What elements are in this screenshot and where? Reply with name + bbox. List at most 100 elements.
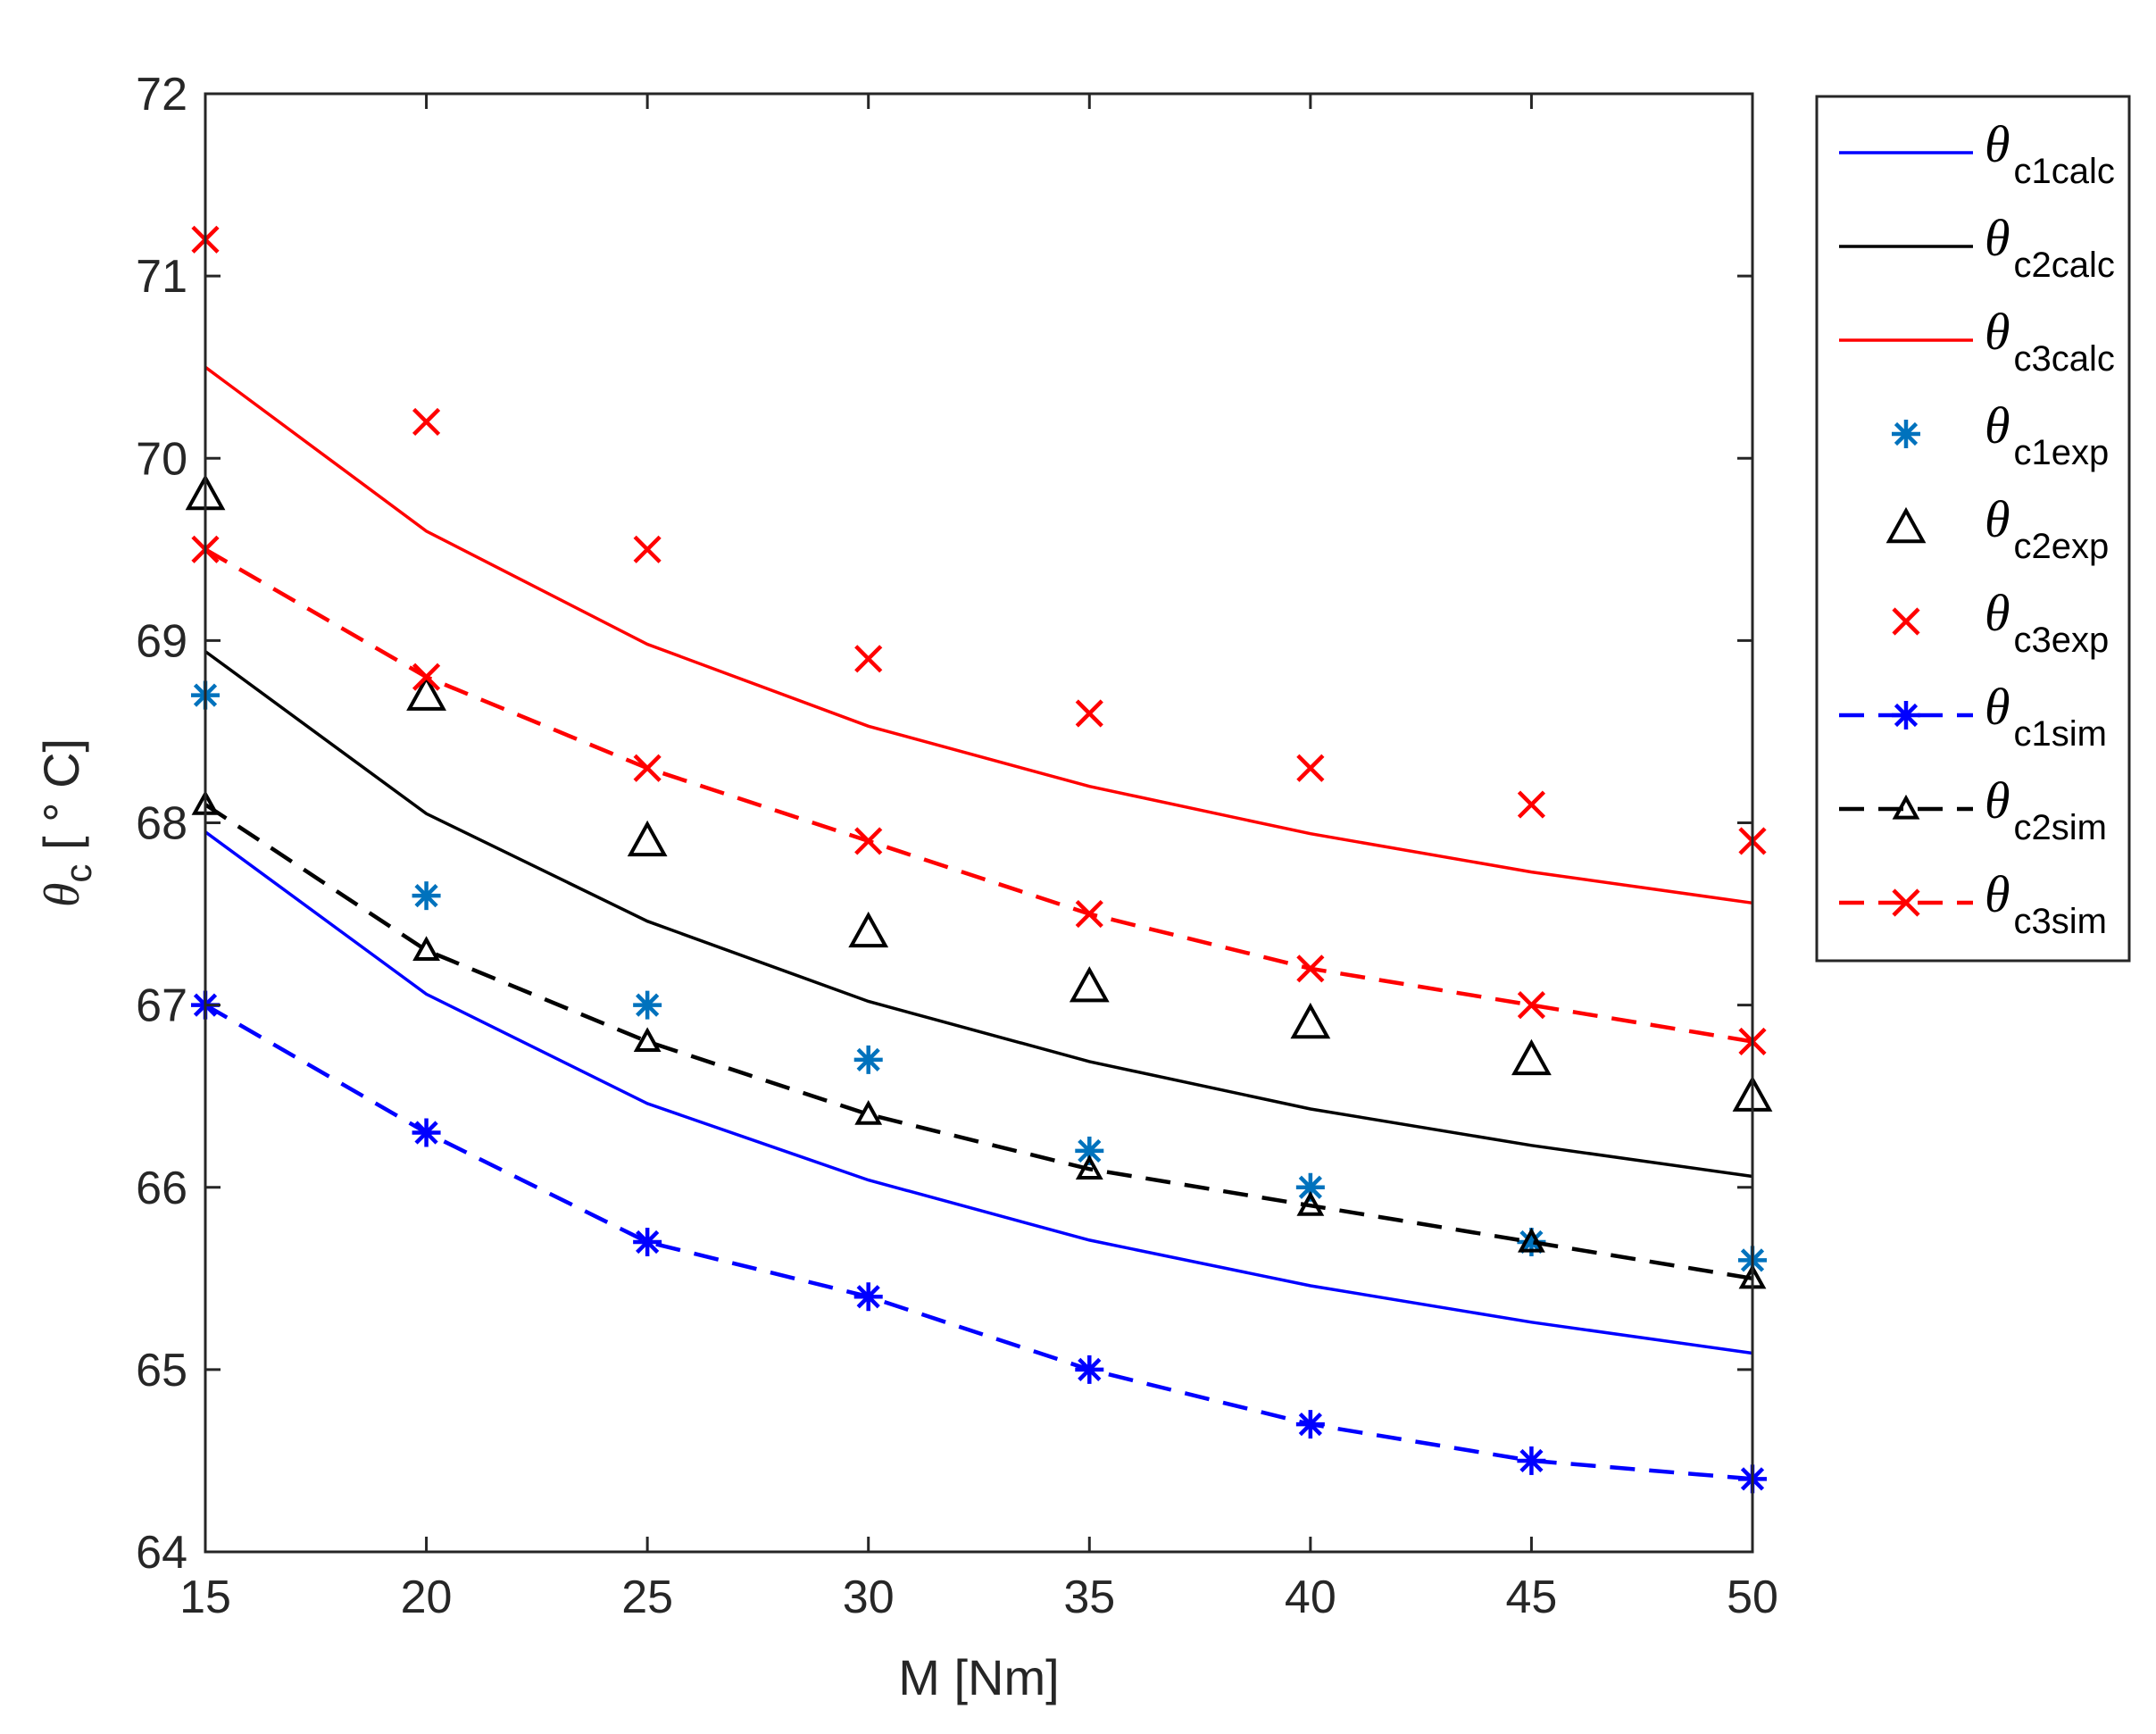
- legend-label-c1exp: θ c1exp: [1985, 396, 2109, 472]
- x-tick-label-25: 25: [621, 1571, 673, 1623]
- data-point-c2exp-20: [406, 674, 446, 711]
- data-point-c1exp-25: [633, 990, 662, 1020]
- legend-entry-c1calc: θ c1calc: [1839, 115, 2115, 191]
- legend-entry-c2calc: θ c2calc: [1839, 209, 2115, 285]
- data-point-c3sim-20: [412, 663, 441, 691]
- data-point-c2sim-35: [1075, 1155, 1103, 1180]
- y-tick-label-71: 71: [136, 251, 187, 303]
- y-tick-label-64: 64: [136, 1527, 187, 1579]
- legend-marker-c2sim: [1892, 794, 1920, 820]
- data-point-c3exp-30: [854, 645, 883, 673]
- x-axis-label: M [Nm]: [898, 1649, 1059, 1705]
- legend-entry-c2exp: θ c2exp: [1885, 490, 2109, 566]
- data-point-c2exp-25: [627, 820, 668, 857]
- data-point-c1sim-40: [1295, 1410, 1325, 1439]
- data-point-c2exp-40: [1290, 1002, 1331, 1039]
- series-c3calc: [204, 365, 1753, 905]
- legend-label-subscript: c1exp: [2014, 433, 2110, 472]
- data-point-c2sim-20: [412, 936, 440, 961]
- x-tick-label-40: 40: [1285, 1571, 1336, 1623]
- legend-label-symbol: θ: [1985, 771, 2010, 829]
- legend-entry-c1sim: θ c1sim: [1839, 678, 2107, 754]
- data-point-c3exp-20: [412, 407, 441, 437]
- data-point-c3exp-25: [633, 535, 662, 563]
- legend-entry-c3sim: θ c3sim: [1839, 865, 2107, 941]
- series-line-c2calc: [204, 650, 1753, 1179]
- series-c1exp: [191, 680, 1767, 1275]
- legend-label-subscript: c3calc: [2014, 339, 2115, 379]
- x-tick-label-45: 45: [1506, 1571, 1558, 1623]
- y-axis-label-symbol: θ: [35, 883, 90, 908]
- x-tick-label-20: 20: [401, 1571, 453, 1623]
- y-axis-label: θc [ ° C]: [33, 738, 99, 907]
- legend-label-symbol: θ: [1985, 303, 2010, 361]
- series-c2exp: [185, 473, 1773, 1112]
- legend-box: [1815, 95, 2131, 963]
- series-line-c2sim: [204, 803, 1753, 1281]
- data-point-c3sim-25: [633, 754, 662, 782]
- y-tick-label-67: 67: [136, 980, 187, 1032]
- data-point-c3sim-35: [1075, 899, 1103, 929]
- data-point-c1sim-20: [412, 1118, 441, 1147]
- data-point-c1exp-20: [412, 881, 441, 911]
- data-point-c1sim-35: [1075, 1355, 1104, 1384]
- data-point-c2sim-25: [633, 1027, 662, 1053]
- data-point-c2exp-30: [848, 911, 889, 948]
- series-line-c1calc: [204, 830, 1753, 1355]
- series-line-c3calc: [204, 365, 1753, 905]
- legend-label-subscript: c1sim: [2014, 714, 2107, 754]
- x-tick-label-15: 15: [179, 1571, 231, 1623]
- legend-entry-c3calc: θ c3calc: [1839, 303, 2115, 379]
- y-tick-label-68: 68: [136, 798, 187, 850]
- legend-label-c2sim: θ c2sim: [1985, 771, 2107, 847]
- x-tick-label-50: 50: [1727, 1571, 1778, 1623]
- data-point-c2sim-40: [1296, 1191, 1325, 1216]
- legend-label-symbol: θ: [1985, 584, 2010, 642]
- legend-label-c1calc: θ c1calc: [1985, 115, 2115, 191]
- data-point-c1sim-45: [1517, 1446, 1546, 1475]
- series-c2calc: [204, 650, 1753, 1179]
- data-point-c3sim-30: [854, 827, 883, 855]
- legend-label-c1sim: θ c1sim: [1985, 678, 2107, 754]
- series-c1calc: [204, 830, 1753, 1355]
- data-point-c3exp-45: [1517, 790, 1546, 819]
- data-point-c2sim-30: [854, 1099, 883, 1125]
- legend-marker-c3exp: [1892, 607, 1920, 636]
- y-tick-label-72: 72: [136, 69, 187, 121]
- y-tick-label-69: 69: [136, 615, 187, 667]
- series-line-c1sim: [204, 1003, 1753, 1481]
- legend-label-subscript: c2sim: [2014, 808, 2107, 847]
- legend-label-c3sim: θ c3sim: [1985, 865, 2107, 941]
- data-point-c3exp-40: [1296, 754, 1325, 782]
- axes: 15 20 25 30 35 40 45 50 64 65 66 67 68 69 70 71 72: [136, 69, 1778, 1623]
- data-point-c1exp-40: [1295, 1172, 1325, 1202]
- data-point-c3exp-35: [1075, 699, 1103, 728]
- data-point-c1exp-30: [853, 1045, 883, 1074]
- legend-label-symbol: θ: [1985, 678, 2010, 736]
- legend-label-symbol: θ: [1985, 865, 2010, 923]
- data-point-c1sim-25: [633, 1227, 662, 1256]
- y-tick-label-66: 66: [136, 1163, 187, 1214]
- data-point-c3sim-40: [1296, 955, 1325, 983]
- legend-marker-c1exp: [1892, 420, 1920, 448]
- y-axis-label-subscript: c: [57, 864, 99, 883]
- x-tick-label-35: 35: [1063, 1571, 1115, 1623]
- legend-label-subscript: c3exp: [2014, 621, 2110, 660]
- legend-label-symbol: θ: [1985, 396, 2010, 454]
- legend-entry-c2sim: θ c2sim: [1839, 771, 2107, 847]
- data-point-c2exp-45: [1511, 1038, 1552, 1076]
- legend-label-subscript: c2calc: [2014, 246, 2115, 285]
- legend-label-symbol: θ: [1985, 115, 2010, 173]
- legend-label-symbol: θ: [1985, 490, 2010, 548]
- legend-label-c3calc: θ c3calc: [1985, 303, 2115, 379]
- data-point-c3sim-45: [1517, 991, 1546, 1020]
- legend-entry-c3exp: θ c3exp: [1892, 584, 2110, 660]
- legend-label-c2exp: θ c2exp: [1985, 490, 2109, 566]
- y-axis-label-unit: [ ° C]: [33, 738, 89, 864]
- legend-label-subscript: c2exp: [2014, 527, 2110, 566]
- series-line-c3sim: [204, 547, 1753, 1044]
- x-tick-label-30: 30: [843, 1571, 895, 1623]
- data-point-c2sim-45: [1518, 1227, 1545, 1253]
